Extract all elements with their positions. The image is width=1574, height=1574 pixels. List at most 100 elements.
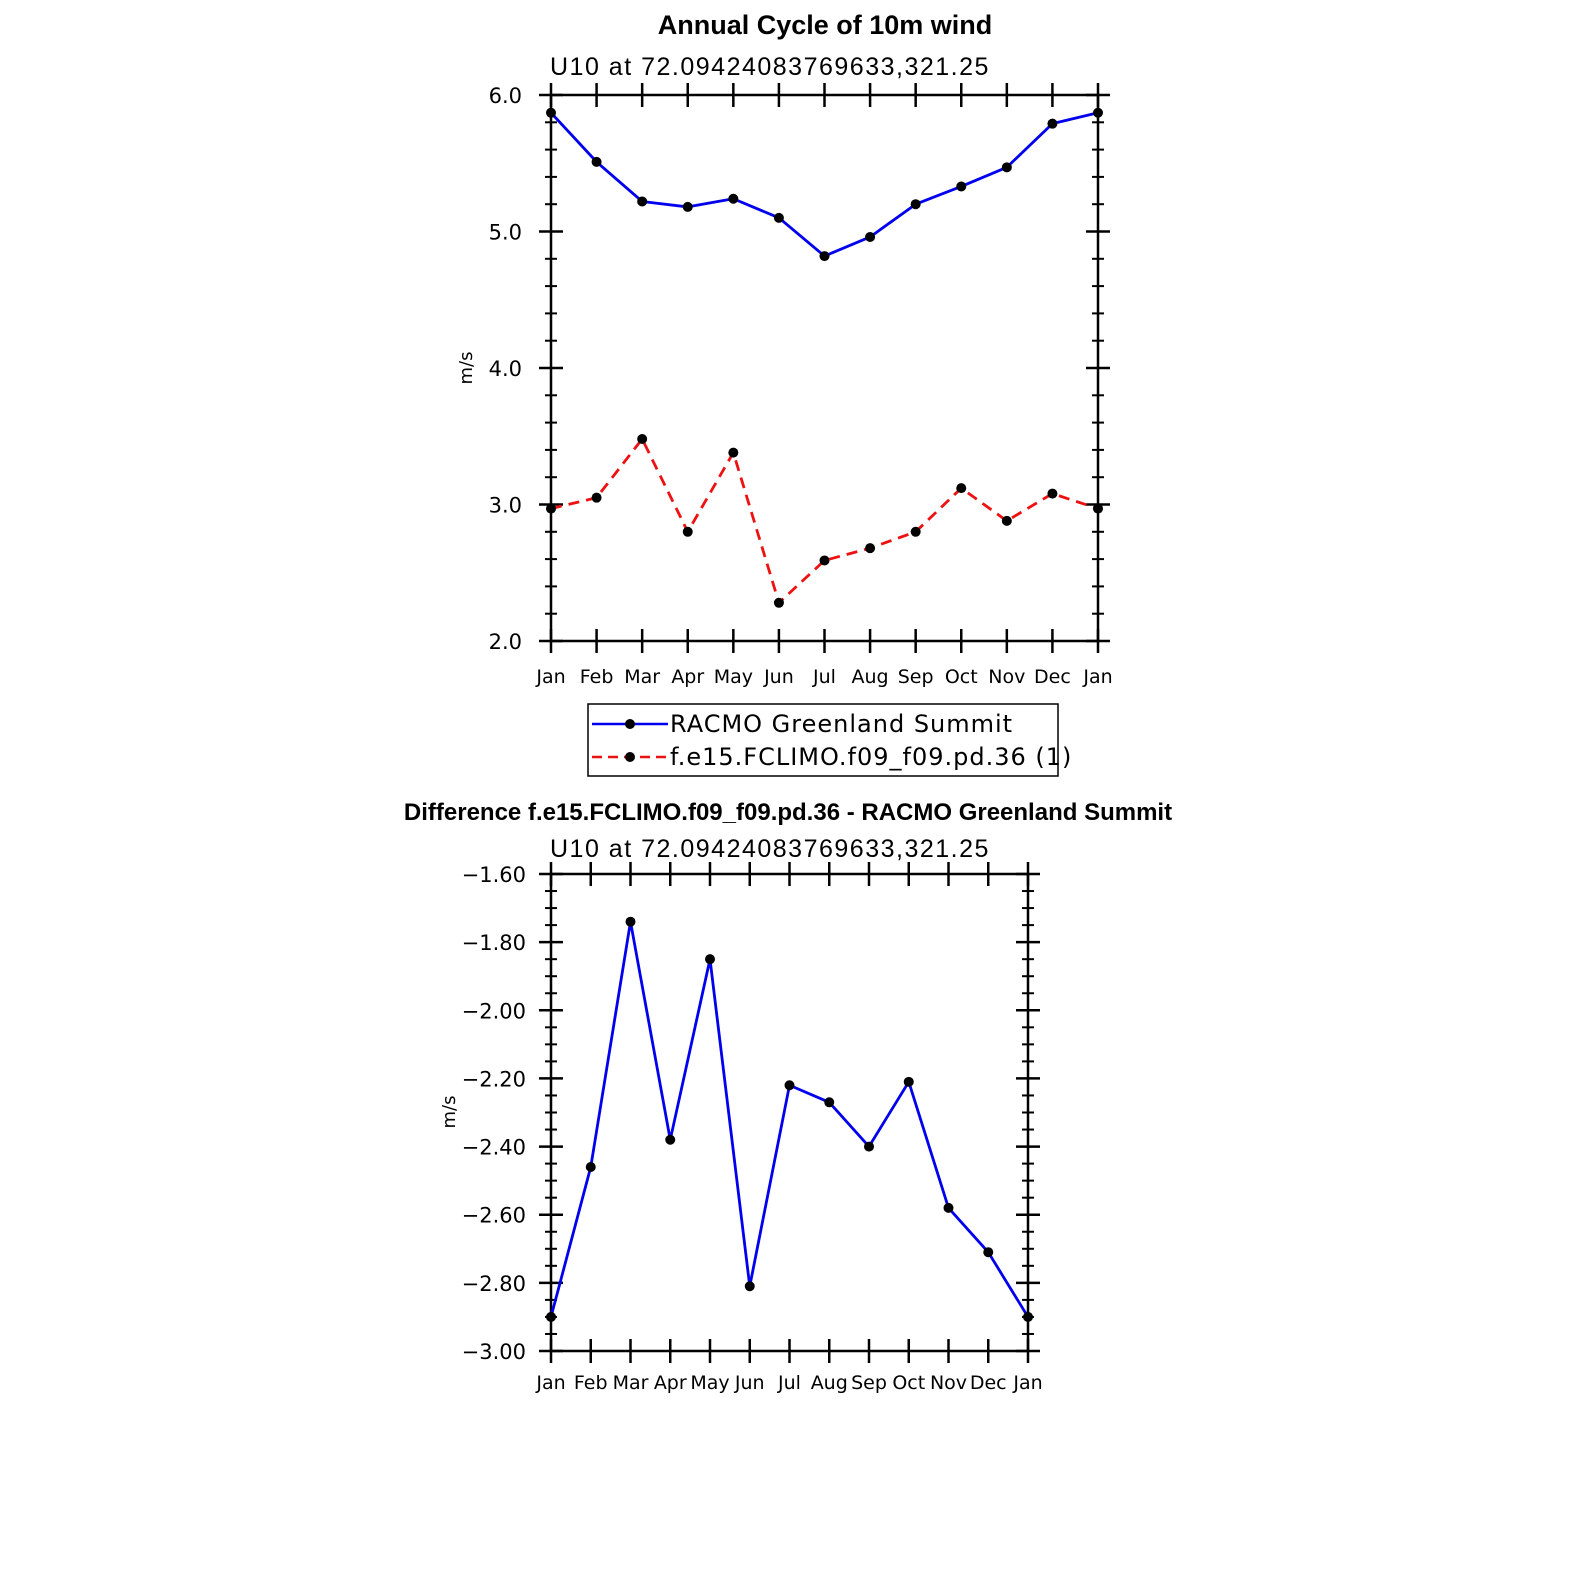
chart-2-subtitle: U10 at 72.09424083769633,321.25 — [550, 835, 990, 863]
chart-2-ticks — [539, 862, 1040, 1363]
chart-2-title: Difference f.e15.FCLIMO.f09_f09.pd.36 - … — [404, 799, 1172, 826]
x-tick-label: Feb — [580, 666, 614, 688]
x-tick-label: Sep — [898, 666, 934, 688]
x-tick-label: Feb — [574, 1372, 608, 1394]
data-point — [637, 196, 648, 207]
data-point — [819, 251, 830, 262]
x-tick-label: Oct — [945, 666, 978, 688]
data-point — [744, 1281, 755, 1292]
x-tick-label: Jan — [1012, 1372, 1042, 1394]
x-tick-label: Jun — [763, 666, 794, 688]
data-point — [956, 483, 967, 494]
data-point — [728, 193, 739, 204]
data-point — [1093, 107, 1103, 118]
series-line-0 — [549, 920, 1030, 1318]
data-point — [728, 447, 739, 458]
data-point — [910, 526, 921, 537]
data-point — [591, 492, 602, 503]
data-point — [983, 1247, 994, 1258]
chart-2-plot-frame — [549, 872, 1030, 1353]
data-point — [546, 503, 556, 514]
x-tick-label: Sep — [851, 1372, 887, 1394]
chart-2-ylabel: m/s — [439, 1096, 460, 1129]
x-tick-label: Apr — [654, 1372, 687, 1394]
series-line-0 — [549, 111, 1099, 258]
y-tick-label: −2.20 — [462, 1067, 526, 1091]
x-tick-label: Apr — [671, 666, 704, 688]
chart-2-series — [546, 916, 1033, 1322]
x-tick-label: Mar — [613, 1372, 649, 1394]
data-point — [682, 201, 693, 212]
legend-label-model: f.e15.FCLIMO.f09_f09.pd.36 (1) — [670, 743, 1072, 771]
y-tick-label: −2.40 — [462, 1136, 526, 1160]
data-point — [546, 107, 556, 118]
chart-difference: Difference f.e15.FCLIMO.f09_f09.pd.36 - … — [404, 799, 1172, 1394]
data-point — [865, 543, 876, 554]
chart-1-subtitle: U10 at 72.09424083769633,321.25 — [550, 53, 990, 81]
x-tick-label: Dec — [970, 1372, 1007, 1394]
x-tick-label: Dec — [1034, 666, 1071, 688]
legend-marker-racmo — [625, 719, 635, 729]
y-tick-label: 4.0 — [489, 357, 522, 381]
data-point — [625, 916, 636, 927]
x-tick-label: Nov — [988, 666, 1025, 688]
x-tick-label: May — [690, 1372, 729, 1394]
x-tick-label: Jun — [734, 1372, 765, 1394]
y-tick-label: −2.60 — [462, 1204, 526, 1228]
x-tick-label: Aug — [811, 1372, 848, 1394]
data-point — [1001, 162, 1012, 173]
chart-1-ticks — [539, 83, 1110, 653]
legend-box — [587, 703, 1059, 777]
legend-marker-model — [625, 752, 635, 762]
data-point — [819, 555, 830, 566]
y-tick-label: 3.0 — [489, 494, 522, 518]
chart-1-legend: RACMO Greenland Summit f.e15.FCLIMO.f09_… — [587, 703, 1072, 777]
data-point — [1047, 488, 1058, 499]
data-point — [637, 433, 648, 444]
chart-2-x-tick-labels: Jan Feb Mar Apr May Jun Jul Aug Sep Oct Nov Dec Jan — [535, 1372, 1042, 1394]
y-tick-label: −2.80 — [462, 1272, 526, 1296]
x-tick-label: Jul — [777, 1372, 801, 1394]
y-tick-label: −2.00 — [462, 999, 526, 1023]
chart-2-y-tick-labels: −3.00 −2.80 −2.60 −2.40 −2.20 −2.00 −1.80 −1.60 — [462, 863, 526, 1364]
data-point — [773, 597, 784, 608]
data-point — [682, 526, 693, 537]
data-point — [956, 181, 967, 192]
chart-1-x-tick-labels: Jan Feb Mar Apr May Jun Jul Aug Sep Oct Nov Dec Jan — [535, 666, 1112, 688]
data-point — [1023, 1311, 1033, 1322]
x-tick-label: May — [714, 666, 753, 688]
x-tick-label: Jan — [1082, 666, 1112, 688]
data-point — [591, 156, 602, 167]
chart-1-ylabel: m/s — [456, 352, 477, 385]
x-tick-label: Mar — [624, 666, 660, 688]
y-tick-label: 6.0 — [489, 84, 522, 108]
data-point — [546, 1311, 556, 1322]
data-point — [903, 1076, 914, 1087]
data-point — [784, 1080, 795, 1091]
chart-1-title: Annual Cycle of 10m wind — [658, 10, 993, 40]
x-tick-label: Jan — [535, 666, 565, 688]
data-point — [705, 954, 715, 965]
x-tick-label: Jul — [812, 666, 836, 688]
y-tick-label: −1.80 — [462, 931, 526, 955]
x-tick-label: Oct — [892, 1372, 925, 1394]
chart-1-series — [546, 107, 1103, 608]
data-point — [665, 1134, 676, 1145]
y-tick-label: −3.00 — [462, 1340, 526, 1364]
x-tick-label: Aug — [852, 666, 889, 688]
data-point — [1047, 118, 1058, 129]
y-tick-label: 2.0 — [489, 630, 522, 654]
chart-1-y-tick-labels: 2.0 3.0 4.0 5.0 6.0 — [489, 84, 522, 654]
series-line-1 — [550, 437, 1099, 605]
data-point — [1001, 515, 1012, 526]
x-tick-label: Jan — [535, 1372, 565, 1394]
y-tick-label: −1.60 — [462, 863, 526, 887]
legend-label-racmo: RACMO Greenland Summit — [670, 710, 1013, 738]
data-point — [585, 1162, 596, 1173]
data-point — [773, 212, 784, 223]
x-tick-label: Nov — [930, 1372, 967, 1394]
data-point — [864, 1141, 874, 1152]
data-point — [910, 199, 921, 210]
data-point — [824, 1097, 835, 1108]
